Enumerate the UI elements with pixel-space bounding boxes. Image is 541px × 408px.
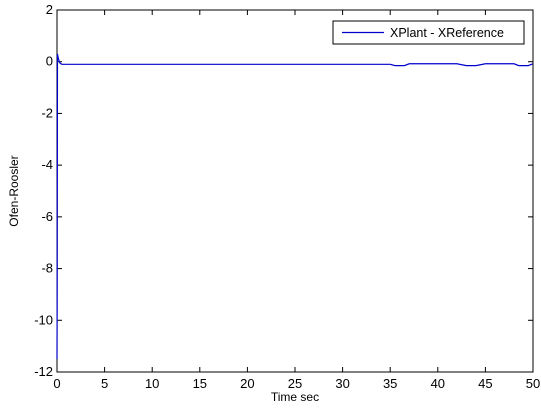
x-tick-label: 35 [383, 376, 397, 391]
y-tick-label: -2 [41, 105, 53, 120]
y-tick-label: -6 [41, 209, 53, 224]
x-tick-label: 40 [431, 376, 445, 391]
x-tick-labels: 0 5 10 15 20 25 30 35 40 45 50 [53, 376, 540, 391]
x-tick-label: 25 [288, 376, 302, 391]
x-tick-label: 50 [526, 376, 540, 391]
x-axis-label: Time sec [271, 390, 319, 404]
y-tick-label: -4 [41, 157, 53, 172]
y-tick-label: -8 [41, 261, 53, 276]
x-tick-label: 30 [335, 376, 349, 391]
x-tick-label: 5 [101, 376, 108, 391]
plot-area [56, 9, 534, 373]
x-tick-label: 0 [53, 376, 60, 391]
series-layer [56, 53, 534, 360]
y-tick-labels: 2 0 -2 -4 -6 -8 -10 -12 [34, 2, 53, 379]
tick-marks [56, 9, 534, 373]
legend-box [332, 20, 525, 45]
x-tick-label: 10 [145, 376, 159, 391]
legend-entry-label: XPlant - XReference [390, 26, 504, 40]
x-tick-label: 15 [193, 376, 207, 391]
y-tick-label: 0 [46, 54, 53, 69]
y-axis-label: Ofen-Roosler [7, 155, 21, 226]
x-tick-label: 20 [240, 376, 254, 391]
legend: XPlant - XReference [332, 20, 525, 45]
y-tick-label: -10 [34, 312, 53, 327]
y-tick-label: -12 [34, 364, 53, 379]
y-tick-label: 2 [46, 2, 53, 17]
series-line [56, 53, 534, 360]
x-tick-label: 45 [478, 376, 492, 391]
